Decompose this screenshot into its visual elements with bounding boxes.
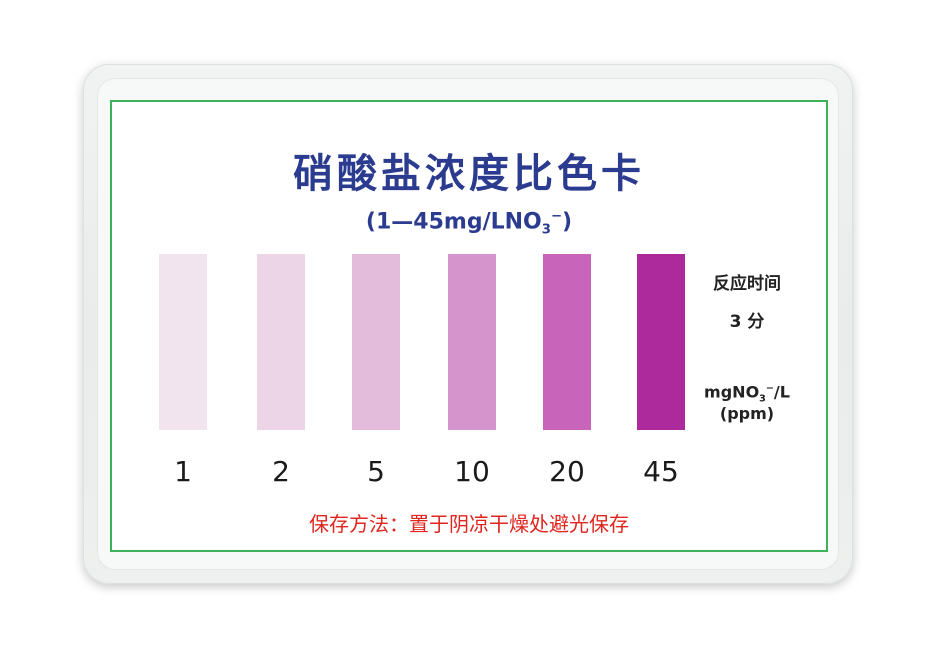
subtitle-close: ) xyxy=(562,209,573,235)
card-title: 硝酸盐浓度比色卡 xyxy=(293,151,645,197)
unit-end: /L xyxy=(773,382,790,402)
unit-superscript: − xyxy=(765,383,774,394)
storage-instructions: 保存方法：置于阴凉干燥处避光保存 xyxy=(309,512,629,536)
color-chart-card: 硝酸盐浓度比色卡 (1—45mg/LNO3−) 1 2 5 10 20 45 反… xyxy=(110,100,828,552)
unit-label: mgNO3−/L xyxy=(672,384,822,404)
reaction-time-label: 反应时间 xyxy=(713,274,781,294)
subtitle-subscript: 3 xyxy=(541,222,551,238)
swatch-2 xyxy=(257,254,305,430)
unit-ppm-label: (ppm) xyxy=(719,404,775,423)
swatch-value-5: 5 xyxy=(367,455,385,488)
card-subtitle: (1—45mg/LNO3−) xyxy=(112,210,826,237)
subtitle-superscript: − xyxy=(550,209,562,224)
swatch-20 xyxy=(543,254,591,430)
swatch-5 xyxy=(352,254,400,430)
swatch-10 xyxy=(448,254,496,430)
reaction-time-value: 3 分 xyxy=(729,312,765,332)
unit-subscript: 3 xyxy=(759,393,766,405)
swatch-1 xyxy=(159,254,207,430)
swatch-value-10: 10 xyxy=(454,455,490,488)
swatch-value-45: 45 xyxy=(643,455,679,488)
swatch-value-20: 20 xyxy=(549,455,585,488)
swatch-value-1: 1 xyxy=(174,455,192,488)
swatch-value-2: 2 xyxy=(272,455,290,488)
unit-main: mgNO xyxy=(704,382,760,402)
subtitle-range: (1—45mg/LNO xyxy=(365,209,542,235)
swatch-45 xyxy=(637,254,685,430)
